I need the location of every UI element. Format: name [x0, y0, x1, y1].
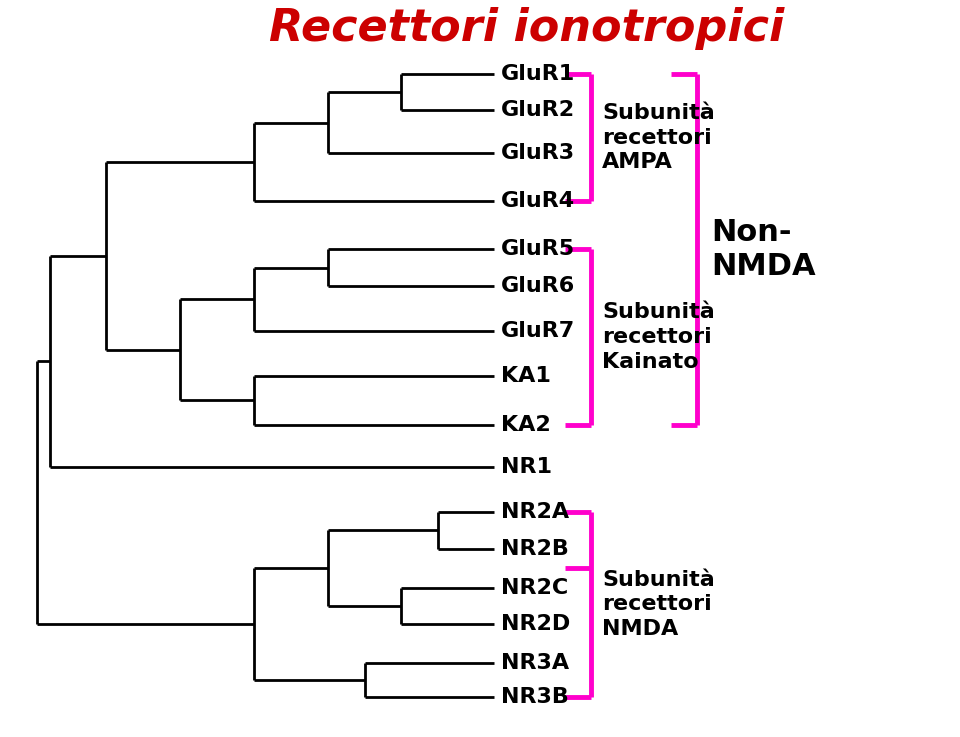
Text: GluR7: GluR7 — [501, 321, 575, 341]
Text: GluR4: GluR4 — [501, 191, 575, 211]
Text: Non-
NMDA: Non- NMDA — [711, 218, 816, 281]
Text: GluR6: GluR6 — [501, 276, 575, 296]
Text: Subunità
recettori
NMDA: Subunità recettori NMDA — [602, 570, 714, 639]
Text: NR2A: NR2A — [501, 503, 569, 523]
Text: NR1: NR1 — [501, 457, 552, 477]
Text: NR2C: NR2C — [501, 578, 568, 598]
Text: NR3B: NR3B — [501, 687, 569, 707]
Text: KA1: KA1 — [501, 366, 551, 386]
Text: NR3A: NR3A — [501, 653, 569, 674]
Text: Subunità
recettori
AMPA: Subunità recettori AMPA — [602, 103, 714, 172]
Text: NR2B: NR2B — [501, 539, 569, 559]
Text: GluR5: GluR5 — [501, 240, 575, 259]
Text: GluR1: GluR1 — [501, 64, 575, 84]
Text: Subunità
recettori
Kainato: Subunità recettori Kainato — [602, 302, 714, 372]
Text: GluR3: GluR3 — [501, 143, 575, 163]
Text: GluR2: GluR2 — [501, 100, 575, 120]
Text: Recettori ionotropici: Recettori ionotropici — [269, 7, 783, 50]
Text: KA2: KA2 — [501, 415, 551, 435]
Text: NR2D: NR2D — [501, 614, 570, 634]
